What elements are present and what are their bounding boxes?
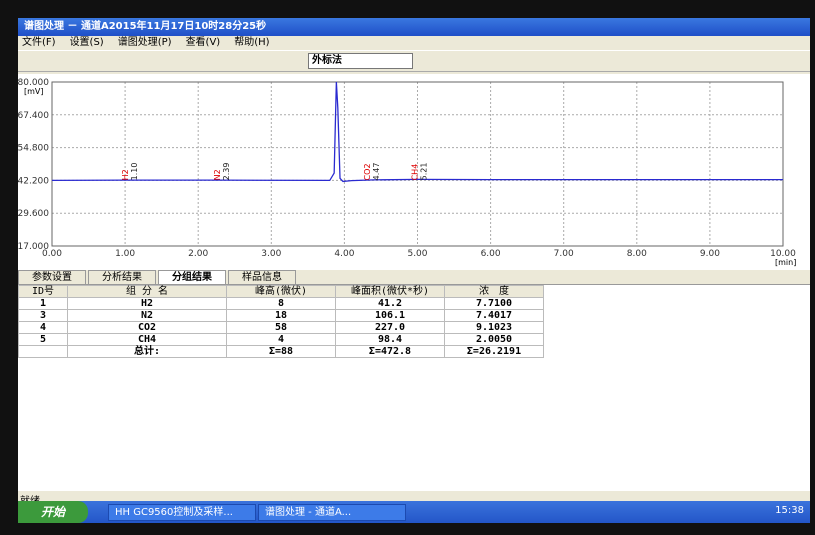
peak-name: N2 xyxy=(213,169,222,180)
cell: 8 xyxy=(227,298,336,310)
column-header: 浓 度 xyxy=(445,286,544,298)
chart: 17.00029.60042.20054.80067.40080.0000.00… xyxy=(18,74,810,270)
tab[interactable]: 参数设置 xyxy=(18,270,86,284)
peak-time: 1.10 xyxy=(130,163,139,181)
start-button[interactable]: 开始 xyxy=(18,501,88,523)
peak-time: 4.47 xyxy=(372,163,381,181)
peak-time: 5.21 xyxy=(420,163,429,181)
y-tick-label: 42.200 xyxy=(18,176,49,186)
column-header: ID号 xyxy=(19,286,68,298)
task-item[interactable]: HH GC9560控制及采样... xyxy=(108,504,256,521)
y-tick-label: 54.800 xyxy=(18,144,49,154)
x-tick-label: 5.00 xyxy=(407,249,427,259)
cell: 9.1023 xyxy=(445,322,544,334)
menu-item[interactable]: 设置(S) xyxy=(70,37,104,48)
toolbar: 外标法 xyxy=(18,50,810,72)
x-tick-label: 3.00 xyxy=(261,249,281,259)
cell: 4 xyxy=(19,322,68,334)
cell xyxy=(19,346,68,358)
x-tick-label: 1.00 xyxy=(115,249,135,259)
y-tick-label: 67.400 xyxy=(18,111,49,121)
cell: 98.4 xyxy=(336,334,445,346)
peak-name: CO2 xyxy=(363,163,372,180)
taskbar: 开始 15:38 HH GC9560控制及采样...谱图处理 - 通道A... xyxy=(18,501,810,523)
cell: 7.7100 xyxy=(445,298,544,310)
menu-bar: 文件(F) 设置(S) 谱图处理(P) 查看(V) 帮助(H) xyxy=(18,36,810,50)
x-unit: [min] xyxy=(775,258,796,267)
menu-item[interactable]: 帮助(H) xyxy=(234,37,269,48)
cell: CH4 xyxy=(68,334,227,346)
title-bar: 谱图处理 － 通道A2015年11月17日10时28分25秒 xyxy=(18,18,810,36)
clock: 15:38 xyxy=(775,505,804,516)
task-item[interactable]: 谱图处理 - 通道A... xyxy=(258,504,406,521)
screen: 谱图处理 － 通道A2015年11月17日10时28分25秒 文件(F) 设置(S… xyxy=(18,18,810,523)
peak-time: 2.39 xyxy=(222,163,231,181)
y-unit: [mV] xyxy=(24,87,44,96)
screen-frame: 谱图处理 － 通道A2015年11月17日10时28分25秒 文件(F) 设置(S… xyxy=(0,0,815,535)
cell: Σ=472.8 xyxy=(336,346,445,358)
cell: 41.2 xyxy=(336,298,445,310)
tab[interactable]: 分析结果 xyxy=(88,270,156,284)
x-tick-label: 7.00 xyxy=(554,249,574,259)
peak-name: H2 xyxy=(121,169,130,180)
column-header: 组 分 名 xyxy=(68,286,227,298)
tab[interactable]: 分组结果 xyxy=(158,270,226,284)
menu-item[interactable]: 谱图处理(P) xyxy=(118,37,172,48)
method-combo[interactable]: 外标法 xyxy=(308,53,413,69)
x-tick-label: 6.00 xyxy=(481,249,501,259)
peak-name: CH4 xyxy=(411,164,420,181)
menu-item[interactable]: 查看(V) xyxy=(186,37,221,48)
tab[interactable]: 样品信息 xyxy=(228,270,296,284)
cell: H2 xyxy=(68,298,227,310)
cell: 227.0 xyxy=(336,322,445,334)
y-tick-label: 29.600 xyxy=(18,209,49,219)
header-row: ID号组 分 名峰高(微伏)峰面积(微伏*秒)浓 度 xyxy=(19,286,544,298)
tabs: 参数设置分析结果分组结果样品信息 xyxy=(18,270,298,284)
cell: 18 xyxy=(227,310,336,322)
cell: Σ=26.2191 xyxy=(445,346,544,358)
cell: 106.1 xyxy=(336,310,445,322)
cell: 5 xyxy=(19,334,68,346)
cell: CO2 xyxy=(68,322,227,334)
column-header: 峰高(微伏) xyxy=(227,286,336,298)
x-tick-label: 2.00 xyxy=(188,249,208,259)
cell: 58 xyxy=(227,322,336,334)
cell: Σ=88 xyxy=(227,346,336,358)
cell: 7.4017 xyxy=(445,310,544,322)
cell: 4 xyxy=(227,334,336,346)
x-tick-label: 9.00 xyxy=(700,249,720,259)
cell: 1 xyxy=(19,298,68,310)
x-tick-label: 8.00 xyxy=(627,249,647,259)
column-header: 峰面积(微伏*秒) xyxy=(336,286,445,298)
x-tick-label: 4.00 xyxy=(334,249,354,259)
x-tick-label: 0.00 xyxy=(42,249,62,259)
cell: 3 xyxy=(19,310,68,322)
cell: 总计: xyxy=(68,346,227,358)
menu-item[interactable]: 文件(F) xyxy=(22,37,56,48)
cell: N2 xyxy=(68,310,227,322)
cell: 2.0050 xyxy=(445,334,544,346)
